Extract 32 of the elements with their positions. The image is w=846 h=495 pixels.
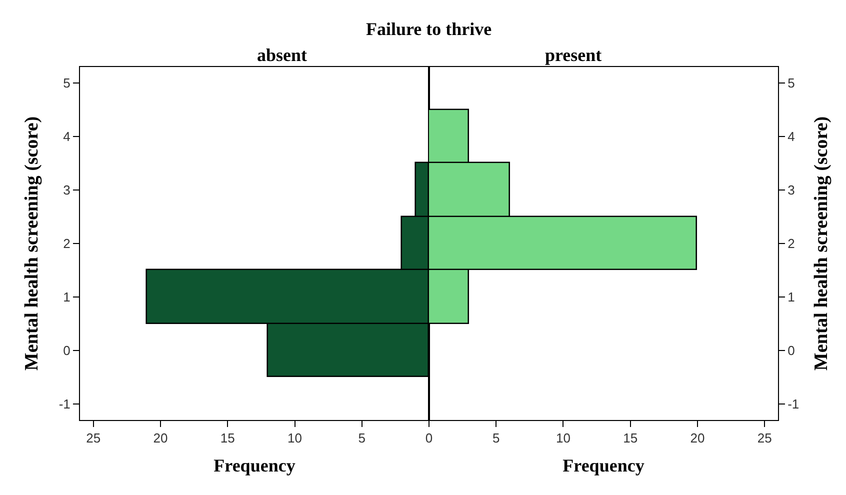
y-tick-label: 2 [788, 236, 795, 252]
x-tick-label: 20 [690, 430, 705, 446]
y-tick-label: 5 [63, 76, 70, 91]
y-tick-label: 0 [63, 343, 70, 358]
chart-subtitle: absent [257, 45, 308, 65]
x-tick-label: 15 [623, 430, 638, 446]
y-tick-label: -1 [788, 396, 800, 412]
y-tick-label: 2 [63, 236, 70, 252]
y-tick-label: 5 [788, 76, 795, 91]
chart-subtitle: present [545, 45, 602, 65]
x-tick-label: 0 [425, 430, 433, 446]
y-tick-label: 3 [63, 182, 70, 198]
y-tick-label: -1 [58, 396, 70, 412]
x-tick-label: 10 [556, 430, 570, 446]
y-tick-label: 4 [788, 129, 795, 144]
x-tick-label: 15 [220, 430, 235, 446]
y-tick-label: 1 [63, 290, 70, 305]
x-tick-label: 5 [358, 430, 366, 446]
x-axis-title: Frequency [214, 456, 296, 476]
y-tick-label: 1 [788, 290, 795, 305]
x-axis-title: Frequency [562, 456, 644, 476]
y-tick-label: 3 [788, 182, 795, 198]
y-tick-label: 4 [63, 129, 70, 144]
x-tick-label: 10 [288, 430, 302, 446]
y-axis-title: Mental health screening (score) [22, 116, 43, 371]
y-axis-title: Mental health screening (score) [810, 116, 832, 371]
chart-title: Failure to thrive [366, 19, 492, 39]
x-tick-label: 20 [153, 430, 168, 446]
x-tick-label: 5 [492, 430, 500, 446]
x-tick-label: 25 [86, 430, 101, 446]
y-tick-label: 0 [788, 343, 795, 358]
x-tick-label: 25 [757, 430, 772, 446]
